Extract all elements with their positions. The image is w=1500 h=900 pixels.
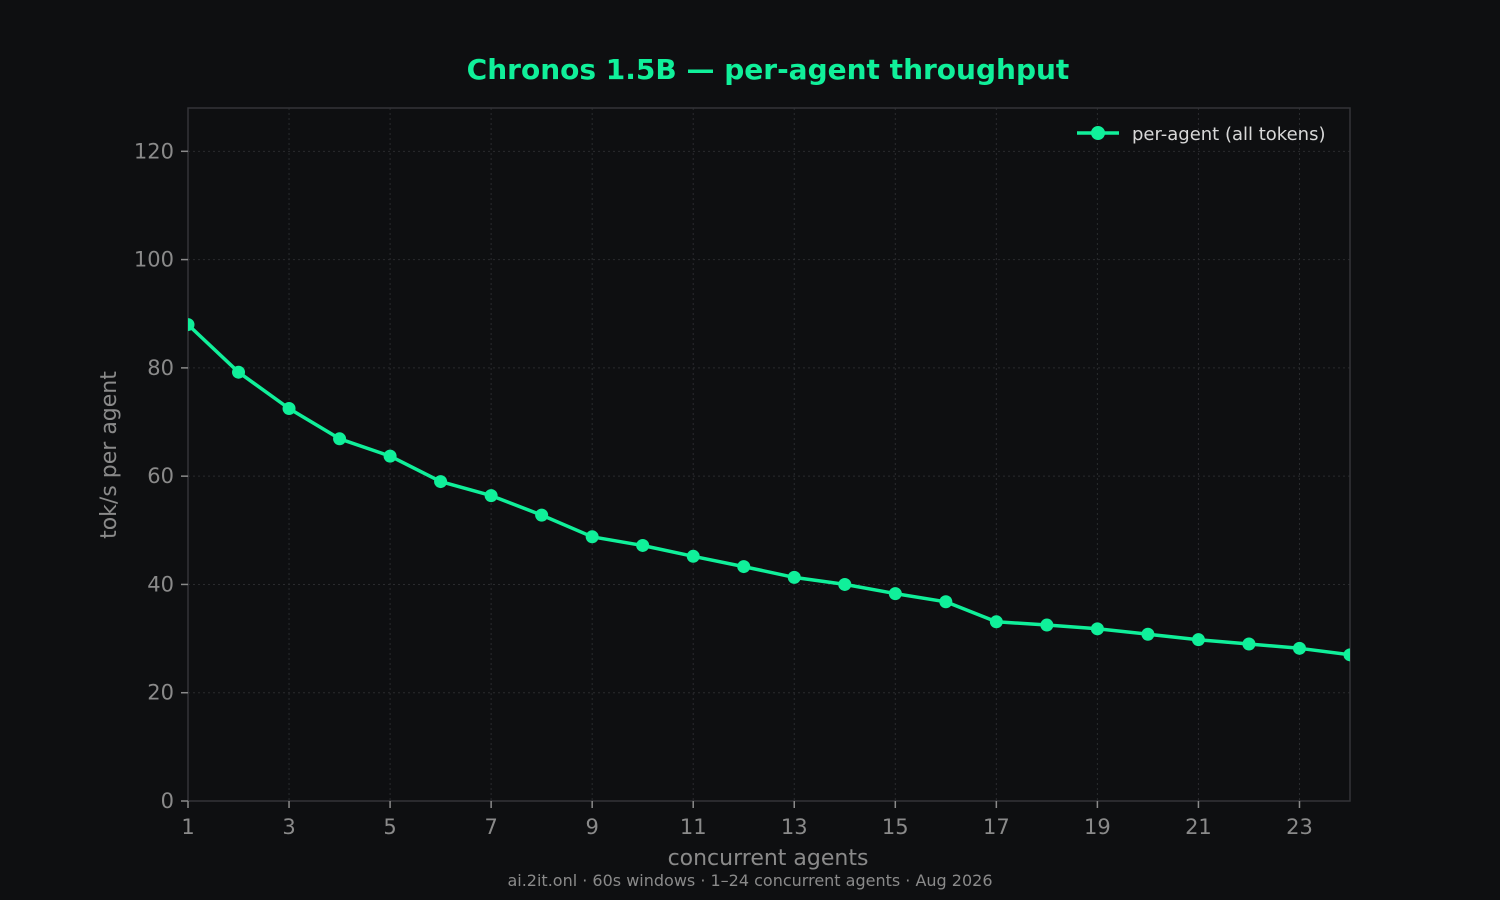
data-point[interactable] xyxy=(1242,637,1256,651)
data-point[interactable] xyxy=(484,489,498,503)
data-point[interactable] xyxy=(989,615,1003,629)
x-tick-label: 1 xyxy=(181,815,194,839)
data-point[interactable] xyxy=(888,587,902,601)
data-point[interactable] xyxy=(585,530,599,544)
data-point[interactable] xyxy=(232,365,246,379)
data-point[interactable] xyxy=(939,595,953,609)
plot-frame xyxy=(187,107,1351,802)
data-point[interactable] xyxy=(535,508,549,522)
chart-title: Chronos 1.5B — per-agent throughput xyxy=(467,53,1070,86)
x-axis-label: concurrent agents xyxy=(668,846,869,871)
x-tick-label: 11 xyxy=(680,815,707,839)
data-point[interactable] xyxy=(182,318,195,332)
y-tick-label: 20 xyxy=(147,681,174,705)
x-axis-ticks: 1 3 5 7 9 11 13 15 17 19 21 23 xyxy=(181,801,1313,839)
x-tick-label: 21 xyxy=(1185,815,1212,839)
data-point[interactable] xyxy=(434,475,448,489)
series-line xyxy=(188,323,1350,657)
y-tick-label: 40 xyxy=(147,572,174,596)
series-group xyxy=(182,318,1357,662)
y-tick-label: 60 xyxy=(147,464,174,488)
data-point[interactable] xyxy=(383,449,397,463)
footer-note: ai.2it.onl · 60s windows · 1–24 concurre… xyxy=(507,871,992,890)
x-tick-label: 17 xyxy=(983,815,1010,839)
y-tick-label: 80 xyxy=(147,356,174,380)
data-point[interactable] xyxy=(636,538,650,552)
x-tick-label: 15 xyxy=(882,815,909,839)
data-point[interactable] xyxy=(1141,627,1155,641)
data-point[interactable] xyxy=(1343,648,1357,662)
data-point[interactable] xyxy=(333,432,347,446)
x-tick-label: 13 xyxy=(781,815,808,839)
x-tick-label: 5 xyxy=(383,815,396,839)
data-point[interactable] xyxy=(1292,641,1306,655)
data-point[interactable] xyxy=(686,549,700,563)
series-layer xyxy=(182,318,1357,662)
data-point[interactable] xyxy=(838,577,852,591)
data-point[interactable] xyxy=(1040,618,1054,632)
y-axis-label: tok/s per agent xyxy=(97,371,122,539)
data-point[interactable] xyxy=(282,401,296,415)
legend-entry-label: per-agent (all tokens) xyxy=(1132,124,1325,145)
legend[interactable]: per-agent (all tokens) xyxy=(1077,124,1325,145)
y-tick-label: 120 xyxy=(134,139,174,163)
x-tick-label: 23 xyxy=(1286,815,1313,839)
x-tick-label: 7 xyxy=(484,815,497,839)
legend-marker-swatch xyxy=(1091,126,1105,140)
x-tick-label: 9 xyxy=(585,815,598,839)
data-point[interactable] xyxy=(787,570,801,584)
data-point[interactable] xyxy=(1090,622,1104,636)
y-tick-label: 100 xyxy=(134,248,174,272)
y-axis-ticks: 0 20 40 60 80 100 120 xyxy=(134,139,188,813)
data-point[interactable] xyxy=(737,560,751,574)
data-point[interactable] xyxy=(1191,633,1205,647)
x-tick-label: 3 xyxy=(282,815,295,839)
x-tick-label: 19 xyxy=(1084,815,1111,839)
y-tick-label: 0 xyxy=(161,789,174,813)
